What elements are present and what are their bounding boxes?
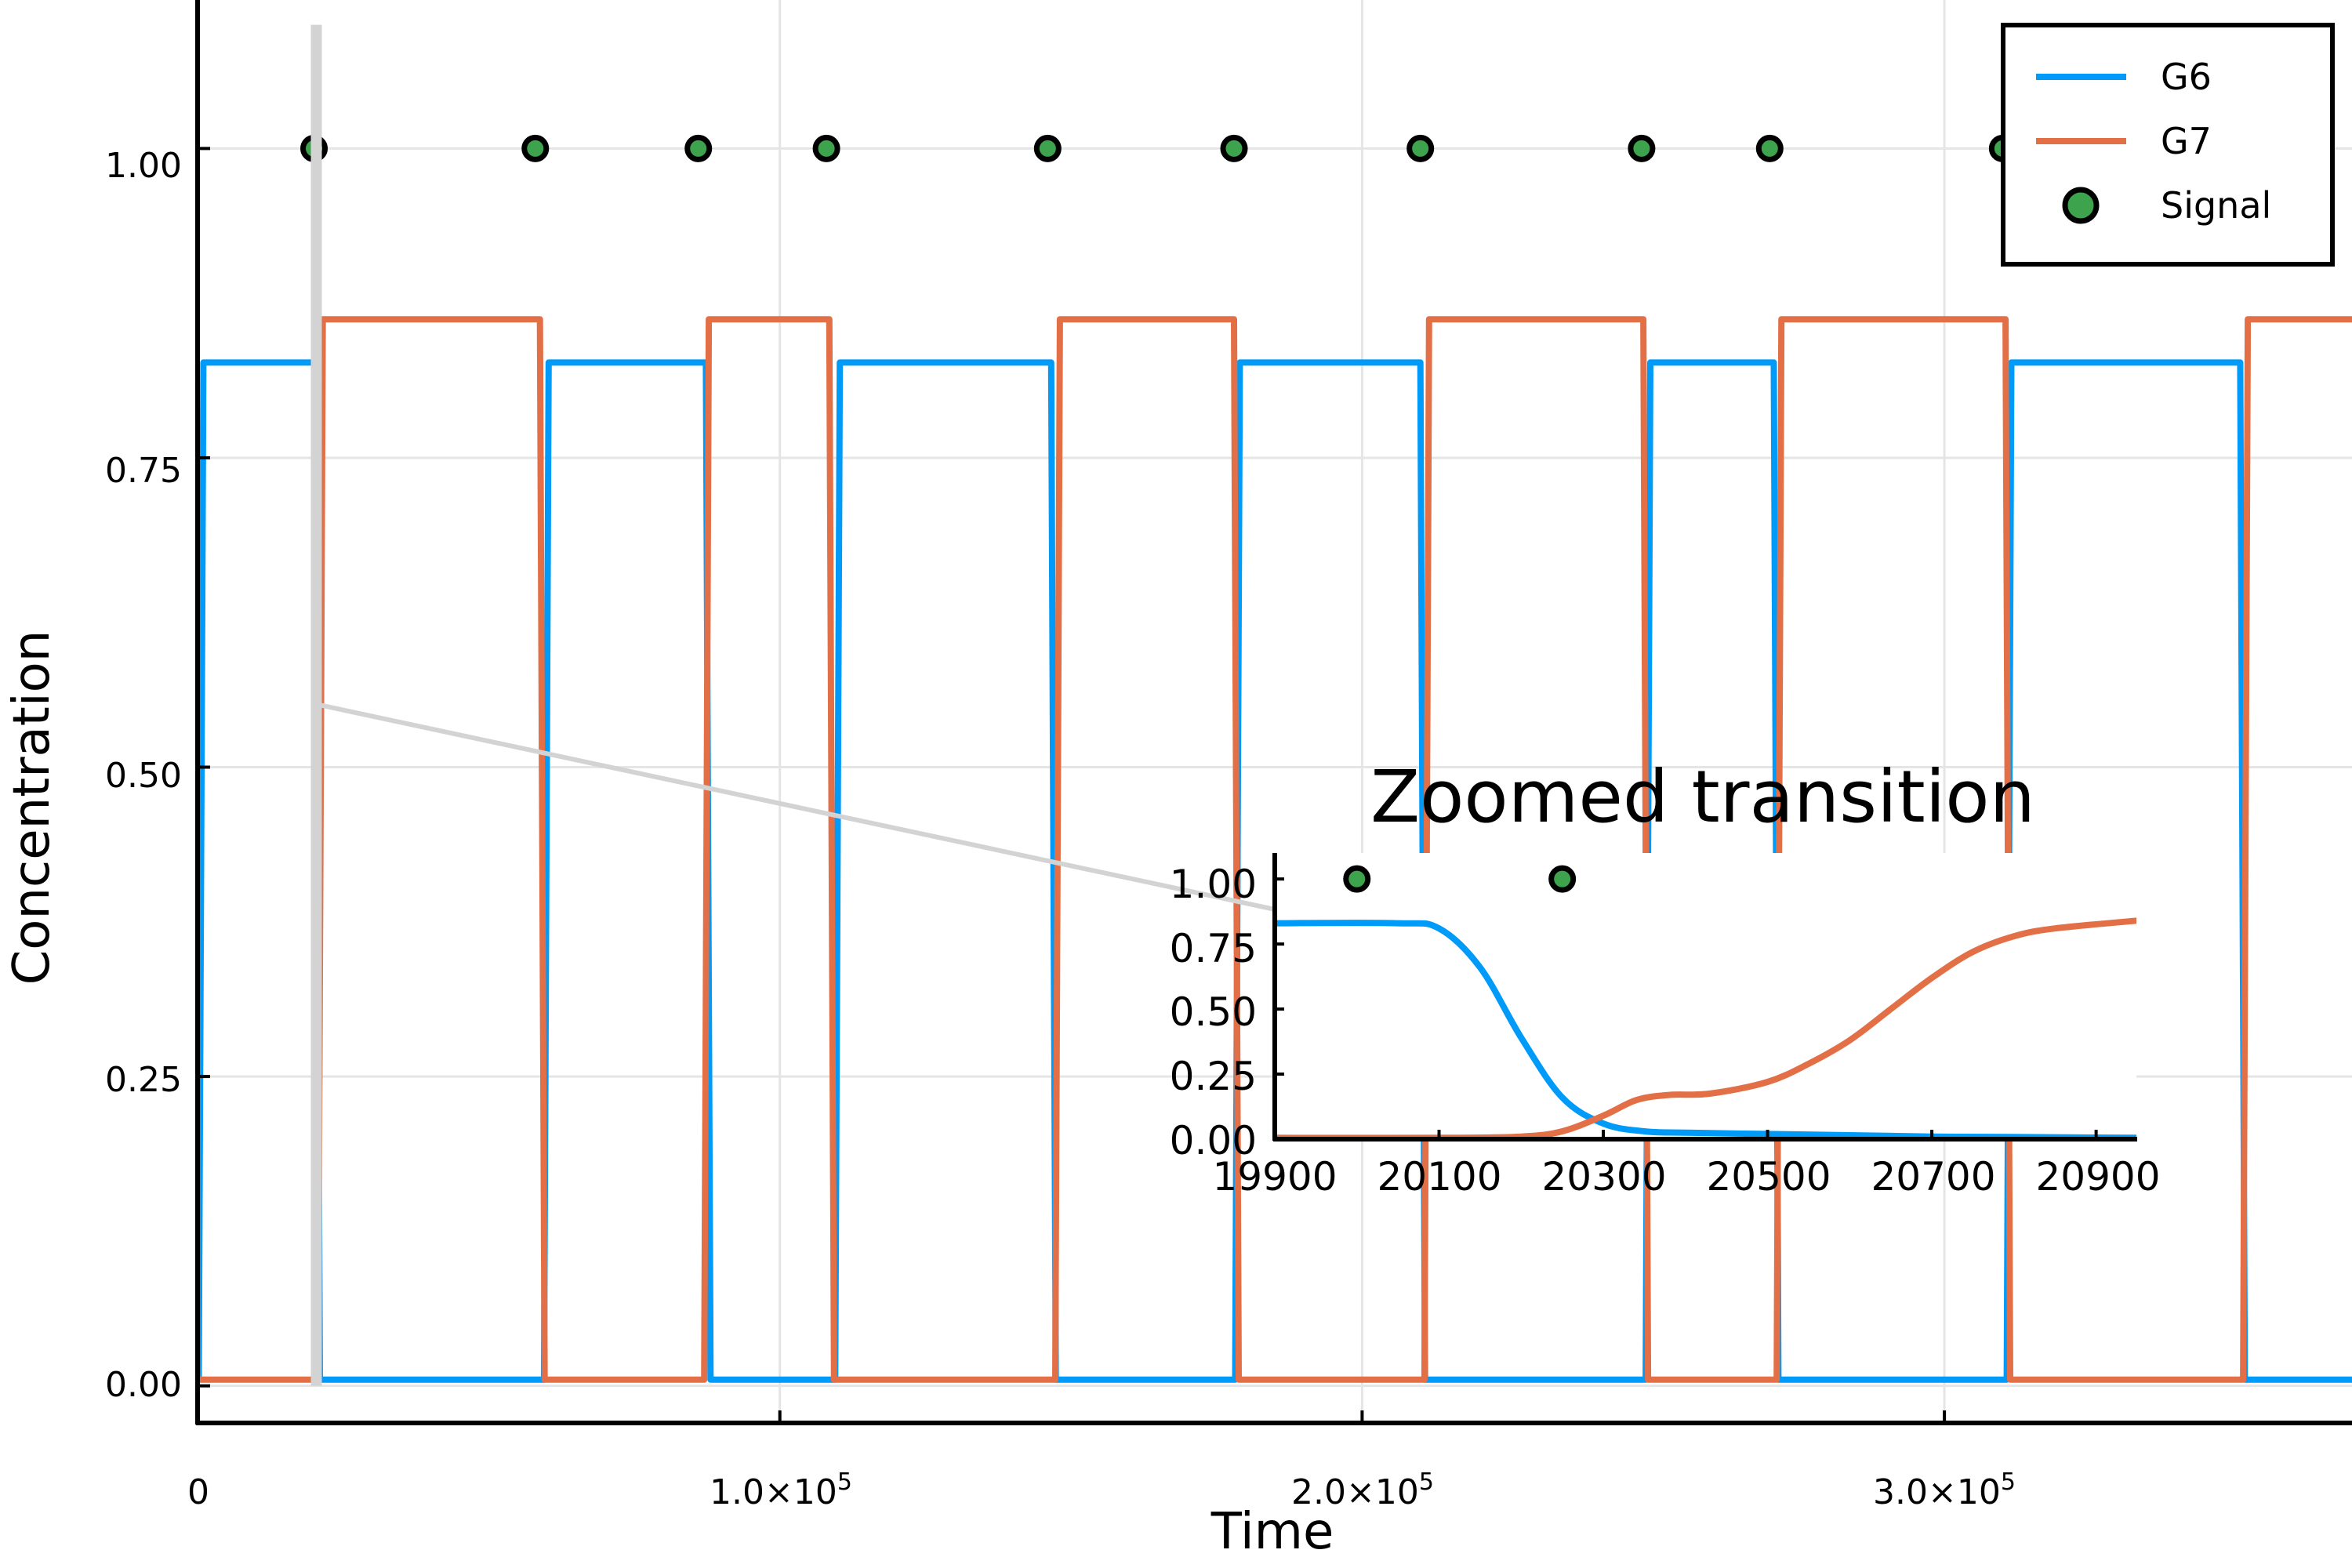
y-tick-label-2: 0.50 xyxy=(105,756,182,796)
signal-point-5 xyxy=(1220,134,1248,162)
inset-x-tick-label-2: 20300 xyxy=(1541,1154,1666,1200)
legend-signal-marker xyxy=(2062,187,2100,224)
inset-series-g6-line xyxy=(1274,920,2136,1142)
inset-x-tick-label-0: 19900 xyxy=(1212,1154,1337,1200)
signal-point-6 xyxy=(1406,134,1435,162)
series-g7-line xyxy=(198,316,2352,1383)
inset-background xyxy=(1276,853,2136,1142)
zoom-connector xyxy=(320,702,1305,918)
inset-signal-point-1 xyxy=(1548,865,1577,893)
legend-g7-label: G7 xyxy=(2161,120,2212,162)
zoom-marker xyxy=(310,24,1305,1386)
inset-title: Zoomed transition xyxy=(1370,755,2035,839)
x-tick-label-3: 3.0×105 xyxy=(1873,1468,2016,1512)
signal-point-7 xyxy=(1628,134,1656,162)
inset-y-tick-labels: 0.00 0.25 0.50 0.75 1.00 xyxy=(1170,862,1257,1163)
inset-x-tick-label-3: 20500 xyxy=(1706,1154,1831,1200)
inset-signal-point-0 xyxy=(1343,865,1371,893)
x-tick-label-0: 0 xyxy=(187,1472,209,1512)
signal-point-2 xyxy=(684,134,713,162)
y-axis-label: Concentration xyxy=(3,630,61,985)
legend-item-signal: Signal xyxy=(2062,184,2271,227)
main-y-tick-labels: 0.00 0.25 0.50 0.75 1.00 xyxy=(105,146,182,1405)
inset-x-tick-labels: 19900 20100 20300 20500 20700 20900 xyxy=(1212,1154,2160,1200)
inset-y-tick-label-4: 1.00 xyxy=(1170,862,1257,907)
inset-series xyxy=(1274,865,2136,1142)
inset-axes xyxy=(1272,853,2137,1142)
x-tick-label-2: 2.0×105 xyxy=(1291,1468,1434,1512)
inset-chart: Zoomed transition 19900 20100 20300 2050… xyxy=(1170,755,2161,1200)
main-x-tick-labels: 0 1.0×105 2.0×105 3.0×105 xyxy=(187,1468,2016,1512)
legend-signal-label: Signal xyxy=(2161,184,2271,227)
x-tick-label-1: 1.0×105 xyxy=(710,1468,852,1512)
inset-y-tick-label-3: 0.75 xyxy=(1170,926,1257,971)
signal-point-8 xyxy=(1755,134,1784,162)
signal-point-1 xyxy=(521,134,550,162)
signal-point-4 xyxy=(1033,134,1062,162)
legend: G6 G7 Signal xyxy=(2001,23,2335,267)
inset-y-tick-label-1: 0.25 xyxy=(1170,1054,1257,1099)
legend-item-g6: G6 xyxy=(2036,56,2212,98)
inset-y-tick-label-2: 0.50 xyxy=(1170,989,1257,1035)
main-chart: 0 1.0×105 2.0×105 3.0×105 0.00 0.25 0.50… xyxy=(3,0,2352,1561)
main-axes xyxy=(195,0,2352,1425)
series-g6-line xyxy=(198,359,2352,1383)
inset-x-tick-label-1: 20100 xyxy=(1377,1154,1501,1200)
inset-y-tick-label-0: 0.00 xyxy=(1170,1118,1257,1163)
legend-g6-label: G6 xyxy=(2161,56,2212,98)
y-tick-label-0: 0.00 xyxy=(105,1365,182,1405)
legend-item-g7: G7 xyxy=(2036,120,2212,162)
y-tick-label-1: 0.25 xyxy=(105,1060,182,1100)
inset-x-tick-label-4: 20700 xyxy=(1871,1154,1995,1200)
inset-x-tick-label-5: 20900 xyxy=(2035,1154,2160,1200)
y-tick-label-4: 1.00 xyxy=(105,146,182,186)
legend-box xyxy=(2001,23,2335,267)
y-tick-label-3: 0.75 xyxy=(105,451,182,491)
signal-point-3 xyxy=(812,134,840,162)
inset-series-g7-line xyxy=(1274,917,2136,1142)
x-axis-label: Time xyxy=(1210,1503,1334,1561)
